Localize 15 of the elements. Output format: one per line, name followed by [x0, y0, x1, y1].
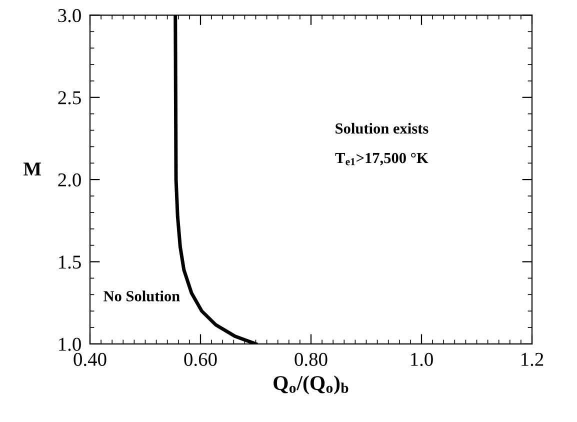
annotation: Solution exists — [336, 122, 428, 134]
x-tick-label: 0.80 — [294, 352, 328, 366]
annotation: T$_{e1}$>17,500 °K — [335, 152, 428, 166]
annotation: No Solution — [104, 290, 180, 302]
y-tick-label: 2.5 — [58, 91, 81, 104]
y-tick-label: 3.0 — [58, 9, 81, 22]
y-tick-label: 2.0 — [58, 173, 81, 187]
x-axis-title: Q$_{o}$/(Q$_{o}$)$_{b}$ — [274, 375, 348, 394]
x-tick-label: 0.60 — [184, 352, 217, 366]
y-axis-title: M — [24, 162, 41, 176]
y-tick-label: 1.0 — [59, 338, 81, 351]
x-tick-label: 0.40 — [74, 352, 106, 366]
y-tick-label: 1.5 — [59, 256, 81, 269]
x-tick-label: 1.0 — [411, 352, 433, 366]
x-tick-label: 1.2 — [522, 352, 544, 366]
